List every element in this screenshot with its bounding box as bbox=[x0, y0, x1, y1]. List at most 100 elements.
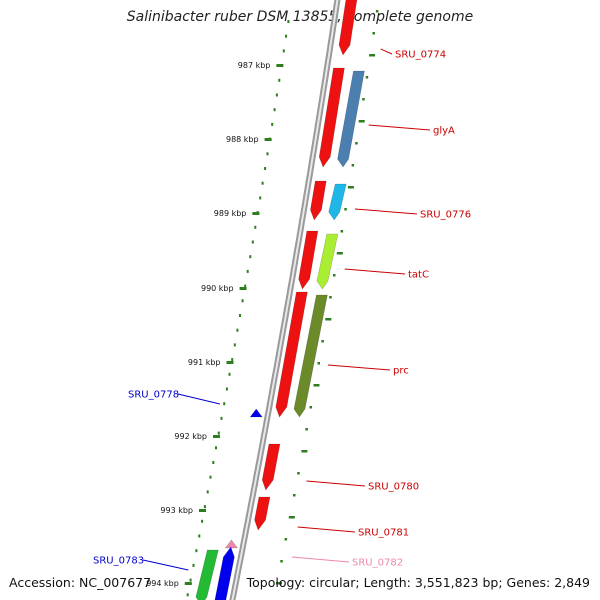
scale-tick-label: 990 kbp bbox=[201, 284, 234, 293]
minor-tick-outer bbox=[284, 538, 288, 541]
minor-tick-inner bbox=[212, 461, 215, 464]
minor-tick-inner bbox=[236, 328, 239, 332]
leader-line bbox=[291, 556, 350, 563]
gene-arrow-SRU_0776 bbox=[310, 180, 327, 221]
leader-line bbox=[142, 559, 189, 571]
minor-tick-inner bbox=[228, 372, 231, 376]
minor-tick-inner bbox=[275, 93, 278, 97]
minor-tick-inner bbox=[220, 416, 223, 420]
minor-tick-inner bbox=[264, 167, 267, 170]
map-title: Salinibacter ruber DSM 13855, complete g… bbox=[126, 9, 474, 25]
minor-tick-outer bbox=[355, 142, 358, 145]
scale-tick-label: 991 kbp bbox=[188, 358, 221, 367]
gene-arrow-SRU_0783 bbox=[214, 546, 235, 600]
minor-tick-inner bbox=[225, 387, 228, 391]
minor-tick-inner bbox=[231, 358, 234, 362]
minor-tick-inner bbox=[254, 225, 257, 229]
major-tick bbox=[264, 138, 272, 141]
leader-line bbox=[306, 480, 366, 487]
leader-line bbox=[297, 526, 356, 533]
gene-label: SRU_0778 bbox=[128, 390, 179, 401]
minor-tick-inner bbox=[266, 152, 269, 156]
category-band-tatC bbox=[316, 233, 339, 290]
minor-tick-inner bbox=[198, 534, 201, 538]
minor-tick-outer bbox=[276, 582, 282, 585]
backbone-highlight bbox=[231, 0, 339, 600]
minor-tick-inner bbox=[215, 446, 217, 450]
minor-tick-inner bbox=[249, 255, 252, 259]
minor-tick-outer bbox=[351, 164, 355, 167]
scale-tick-label: 989 kbp bbox=[214, 209, 247, 218]
category-band-prc bbox=[293, 294, 328, 418]
minor-tick-inner bbox=[206, 490, 209, 494]
gene-label: glyA bbox=[433, 126, 455, 137]
minor-tick-outer bbox=[293, 494, 296, 497]
gene-labels: SRU_0774 glyA SRU_0776 tatC prc SRU_0778 SRU_0… bbox=[93, 48, 471, 571]
minor-tick-inner bbox=[203, 505, 206, 509]
accession-text: Accession: NC_007677 bbox=[9, 575, 152, 590]
topology-summary: Topology: circular; Length: 3,551,823 bp… bbox=[246, 575, 590, 590]
minor-tick-inner bbox=[259, 196, 262, 200]
major-tick bbox=[239, 287, 247, 290]
minor-tick-inner bbox=[201, 519, 204, 523]
minor-tick-outer bbox=[301, 450, 308, 453]
major-tick bbox=[184, 582, 192, 585]
gene-arrow-prc bbox=[275, 291, 308, 418]
minor-tick-inner bbox=[285, 34, 288, 38]
minor-tick-inner bbox=[186, 593, 189, 597]
scale-tick-label: 992 kbp bbox=[174, 432, 207, 441]
leader-line bbox=[177, 393, 221, 405]
major-tick bbox=[276, 64, 284, 67]
minor-tick-outer bbox=[309, 406, 312, 409]
minor-tick-outer bbox=[280, 560, 283, 563]
minor-tick-outer bbox=[321, 340, 324, 343]
minor-tick-outer bbox=[313, 384, 320, 387]
gene-features bbox=[195, 0, 365, 600]
genome-backbone bbox=[229, 0, 341, 600]
minor-tick-inner bbox=[223, 402, 226, 406]
minor-tick-inner bbox=[241, 299, 244, 303]
minor-tick-outer bbox=[362, 98, 365, 101]
minor-tick-inner bbox=[287, 20, 290, 23]
minor-tick-inner bbox=[282, 49, 285, 53]
minor-tick-inner bbox=[217, 431, 220, 435]
minor-tick-inner bbox=[233, 343, 236, 347]
minor-tick-inner bbox=[189, 578, 192, 582]
minor-tick-outer bbox=[336, 252, 343, 255]
gene-label: tatC bbox=[408, 270, 429, 281]
gene-arrow-SRU_0780 bbox=[261, 443, 281, 491]
minor-tick-outer bbox=[340, 230, 344, 233]
minor-tick-outer bbox=[288, 516, 295, 519]
minor-tick-outer bbox=[305, 428, 308, 431]
gene-arrow-tatC bbox=[298, 230, 319, 290]
minor-tick-inner bbox=[192, 563, 195, 567]
gene-label: prc bbox=[393, 366, 409, 377]
gene-label: SRU_0774 bbox=[395, 50, 446, 61]
gene-arrow-SRU_0781 bbox=[254, 496, 271, 531]
minor-tick-outer bbox=[372, 32, 375, 35]
gene-arrow-SRU_0782 bbox=[224, 539, 239, 549]
minor-tick-outer bbox=[333, 274, 336, 277]
minor-tick-outer bbox=[365, 76, 369, 79]
scale-tick-label: 988 kbp bbox=[226, 135, 259, 144]
minor-tick-inner bbox=[209, 475, 212, 479]
leader-line bbox=[327, 364, 391, 371]
minor-tick-outer bbox=[347, 186, 354, 189]
leader-line bbox=[368, 124, 431, 131]
minor-tick-outer bbox=[369, 54, 376, 57]
minor-tick-outer bbox=[329, 296, 332, 299]
leader-line bbox=[354, 208, 418, 215]
minor-tick-outer bbox=[297, 472, 300, 475]
minor-tick-outer bbox=[317, 362, 320, 365]
gene-label: SRU_0783 bbox=[93, 556, 144, 567]
minor-tick-outer bbox=[344, 208, 347, 211]
minor-tick-outer bbox=[375, 10, 379, 13]
minor-tick-inner bbox=[246, 269, 249, 273]
category-band-glyA bbox=[337, 70, 365, 168]
major-tick bbox=[252, 212, 260, 215]
leader-line bbox=[344, 268, 406, 275]
minor-tick-outer bbox=[325, 318, 332, 321]
scale-tick-label: 987 kbp bbox=[238, 61, 271, 70]
gene-arrow-glyA bbox=[318, 67, 345, 168]
